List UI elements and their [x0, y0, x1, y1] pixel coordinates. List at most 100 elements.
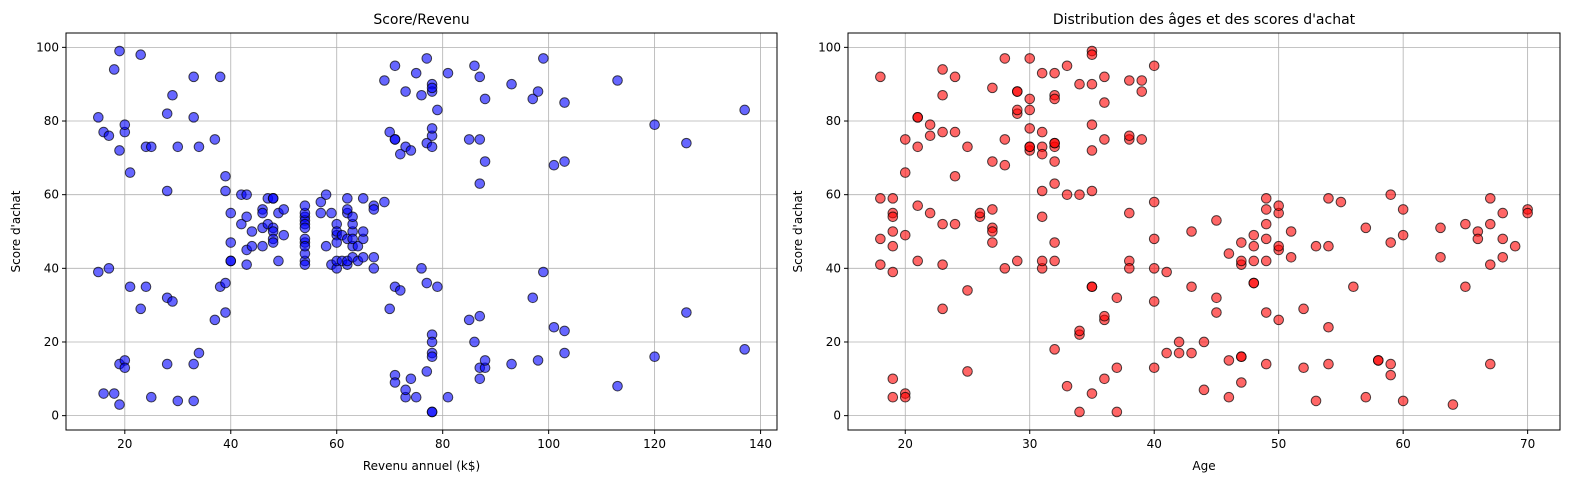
point	[384, 126, 396, 138]
point	[999, 53, 1011, 64]
y-tick-label: 100	[818, 40, 841, 54]
point	[1211, 307, 1222, 318]
point	[278, 229, 290, 241]
point	[912, 141, 924, 153]
point	[1360, 222, 1372, 234]
point	[1049, 156, 1060, 167]
point	[246, 240, 258, 252]
point	[400, 86, 411, 97]
point	[1148, 362, 1160, 374]
point	[1061, 380, 1073, 392]
point	[1086, 119, 1098, 131]
point	[887, 266, 899, 278]
point	[161, 358, 173, 370]
point	[532, 86, 544, 97]
point	[949, 126, 961, 138]
point	[506, 358, 517, 370]
point	[681, 307, 692, 318]
point	[1136, 75, 1148, 86]
point	[1472, 233, 1484, 245]
point	[1397, 395, 1409, 407]
x-tick-label: 40	[1147, 437, 1162, 451]
point	[241, 211, 252, 223]
point	[119, 119, 131, 131]
point	[1024, 123, 1036, 134]
point	[1186, 347, 1197, 359]
point	[1148, 233, 1160, 245]
point	[342, 193, 353, 204]
y-axis-label: Score d'achat	[791, 190, 805, 272]
point	[241, 189, 252, 200]
point	[209, 134, 221, 145]
point	[1036, 67, 1048, 79]
point	[93, 266, 104, 278]
point	[357, 251, 369, 263]
point	[1099, 97, 1110, 108]
x-tick-label: 40	[223, 437, 238, 451]
x-tick-label: 70	[1520, 437, 1535, 451]
point	[1310, 240, 1322, 252]
point	[974, 207, 986, 219]
y-tick-label: 80	[44, 114, 59, 128]
point	[1236, 237, 1247, 248]
point	[352, 240, 364, 252]
point	[1236, 351, 1247, 363]
point	[1024, 141, 1036, 153]
point	[739, 104, 750, 116]
point	[225, 237, 237, 248]
point	[167, 89, 178, 101]
point	[1323, 321, 1334, 333]
point	[1248, 277, 1260, 289]
point	[1111, 406, 1123, 418]
point	[1497, 251, 1509, 263]
point	[1460, 218, 1471, 230]
point	[1049, 237, 1060, 248]
point	[469, 60, 480, 72]
point	[1024, 53, 1036, 64]
point	[875, 259, 886, 270]
point	[1260, 193, 1272, 204]
point	[1447, 399, 1459, 410]
point	[962, 141, 973, 153]
point	[548, 159, 560, 171]
point	[1223, 248, 1235, 259]
point	[299, 240, 311, 252]
point	[937, 64, 948, 75]
point	[273, 255, 284, 267]
point	[114, 45, 125, 57]
point	[267, 193, 279, 204]
point	[479, 355, 491, 366]
point	[1036, 255, 1048, 267]
point	[875, 71, 886, 83]
point	[426, 406, 438, 418]
point	[474, 178, 486, 189]
point	[389, 134, 401, 145]
point	[937, 89, 948, 101]
y-tick-label: 0	[51, 409, 59, 423]
point	[410, 67, 422, 79]
point	[1074, 406, 1085, 418]
point	[987, 156, 998, 167]
y-axis-label: Score d'achat	[9, 190, 23, 272]
point	[1049, 67, 1060, 79]
point	[368, 204, 380, 215]
point	[875, 233, 886, 245]
point	[949, 218, 961, 230]
point	[421, 277, 433, 289]
point	[649, 351, 660, 363]
point	[193, 347, 205, 359]
point	[145, 141, 157, 153]
point	[1397, 229, 1409, 241]
point	[135, 303, 147, 315]
point	[887, 226, 899, 237]
point	[442, 391, 454, 403]
point	[1011, 86, 1023, 97]
point	[1260, 218, 1272, 230]
point	[1061, 60, 1073, 72]
point	[937, 126, 948, 138]
point	[257, 240, 268, 252]
point	[1248, 240, 1260, 252]
point	[405, 373, 417, 385]
point	[1148, 60, 1160, 72]
point	[214, 71, 226, 83]
